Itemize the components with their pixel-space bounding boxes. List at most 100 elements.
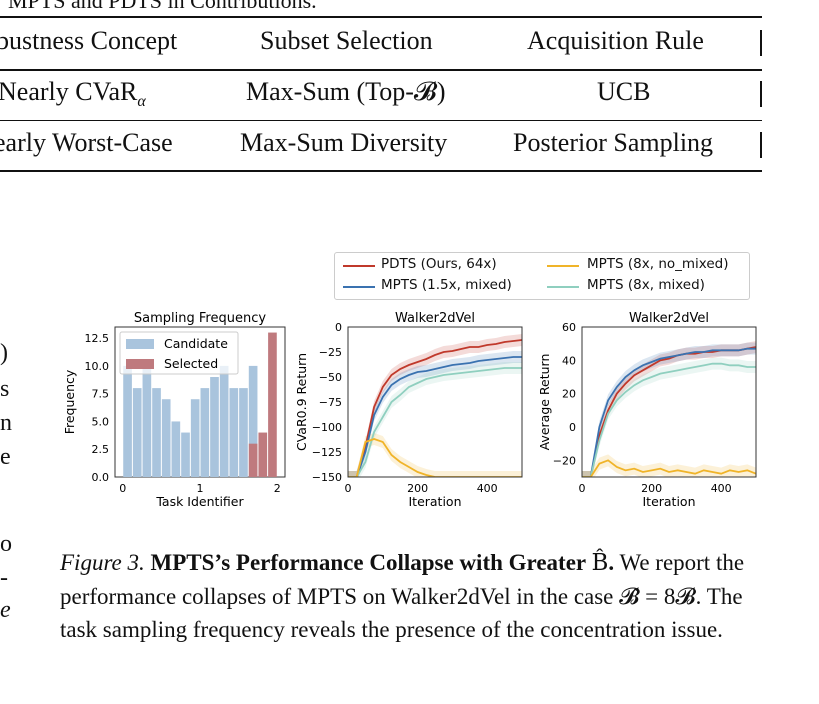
y-axis-label: Frequency xyxy=(62,369,77,434)
left-char: o xyxy=(0,531,12,557)
left-char: - xyxy=(0,565,8,591)
x-axis-label: Iteration xyxy=(408,494,461,509)
x-axis-label: Task Identifier xyxy=(155,494,244,509)
left-char: e xyxy=(0,444,11,470)
selected-bar xyxy=(248,443,258,477)
legend-candidate: Candidate xyxy=(164,336,228,351)
legend-swatch-candidate xyxy=(126,339,154,349)
legend-label: PDTS (Ours, 64x) xyxy=(381,256,497,272)
x-tick-label: 400 xyxy=(711,482,732,495)
series-band xyxy=(348,334,522,477)
figure-caption-body: We report the performance collapses of M… xyxy=(60,550,745,642)
table-row-rule xyxy=(0,120,762,121)
x-tick-label: 2 xyxy=(274,482,281,495)
cvar-return-chart: Walker2dVel 0 −25 −50 −75 −100 −125 −150 0 200 4… xyxy=(294,311,523,509)
y-tick-label: 5.0 xyxy=(92,415,110,428)
table-cell: Nearly CVaRα xyxy=(0,77,146,111)
series-line xyxy=(348,356,522,477)
x-tick-label: 400 xyxy=(477,482,498,495)
x-tick-label: 200 xyxy=(407,482,428,495)
candidate-bar xyxy=(152,388,161,477)
selected-bar xyxy=(258,432,268,477)
series-band xyxy=(348,351,522,477)
series-line xyxy=(348,339,522,477)
figure-charts: Sampling Frequency 0.02.55.07.510.012.5 … xyxy=(62,311,757,509)
series-band xyxy=(348,362,522,477)
y-tick-label: 20 xyxy=(562,388,576,401)
y-tick-label: −150 xyxy=(312,471,342,484)
left-char: ) xyxy=(0,340,8,366)
legend-selected: Selected xyxy=(164,356,218,371)
x-tick-label: 0 xyxy=(119,482,126,495)
candidate-bar xyxy=(132,388,142,477)
table-caption: MPTS and PDTS in Contributions. xyxy=(8,0,317,13)
candidate-bar xyxy=(239,388,248,477)
chart-title: Walker2dVel xyxy=(395,311,475,326)
candidate-bar xyxy=(181,432,190,477)
table-header-acquisition: Acquisition Rule xyxy=(527,26,704,55)
y-tick-label: −50 xyxy=(319,371,342,384)
candidate-bar xyxy=(123,365,132,477)
table-col-rule xyxy=(760,132,762,158)
candidate-bar xyxy=(200,388,210,477)
series-line xyxy=(582,362,756,477)
candidate-bar xyxy=(229,388,239,477)
legend-swatch xyxy=(547,265,579,267)
candidate-bar xyxy=(219,365,229,477)
plot-frame xyxy=(581,326,757,478)
candidate-bar xyxy=(248,365,258,477)
series-line xyxy=(582,347,756,477)
figure-label: Figure 3. xyxy=(60,550,145,575)
table-cell: Posterior Sampling xyxy=(513,128,714,157)
x-axis-label: Iteration xyxy=(642,494,695,509)
table-header-concept: bustness Concept xyxy=(0,26,178,55)
table-col-rule xyxy=(760,81,762,107)
series-line xyxy=(348,438,522,477)
legend-swatch xyxy=(343,265,375,267)
x-tick-label: 0 xyxy=(579,482,586,495)
x-tick-label: 0 xyxy=(345,482,352,495)
plot-frame xyxy=(114,326,286,478)
x-tick-label: 1 xyxy=(197,482,204,495)
y-axis-label: CVaR0.9 Return xyxy=(294,353,309,451)
y-tick-label: −25 xyxy=(319,346,342,359)
x-tick-label: 200 xyxy=(641,482,662,495)
table-cell: Max-Sum Diversity xyxy=(240,128,448,157)
candidate-bar xyxy=(190,399,200,477)
legend-swatch xyxy=(343,286,375,288)
y-tick-label: 0 xyxy=(569,421,576,434)
series-band xyxy=(582,341,756,477)
left-char: e xyxy=(0,597,11,623)
y-tick-label: 10.0 xyxy=(85,360,110,373)
y-axis-label: Average Return xyxy=(537,354,552,451)
left-char: s xyxy=(0,376,10,402)
legend-swatch-selected xyxy=(126,359,154,369)
table-cell: early Worst-Case xyxy=(0,128,173,157)
y-tick-label: −100 xyxy=(312,421,342,434)
y-tick-label: 7.5 xyxy=(92,388,110,401)
legend-label: MPTS (8x, mixed) xyxy=(587,277,705,293)
series-band xyxy=(582,454,756,477)
figure-caption-title: MPTS’s Performance Collapse with Greater… xyxy=(150,550,615,576)
left-char: n xyxy=(0,410,12,436)
series-line xyxy=(582,459,756,477)
series-band xyxy=(348,433,522,477)
legend-label: MPTS (1.5x, mixed) xyxy=(381,277,512,293)
table-cell: UCB xyxy=(597,77,651,106)
y-tick-label: −20 xyxy=(553,454,576,467)
y-tick-label: 2.5 xyxy=(92,443,110,456)
y-tick-label: 60 xyxy=(562,321,576,334)
plot-frame xyxy=(347,326,523,478)
y-tick-label: 40 xyxy=(562,354,576,367)
candidate-bar xyxy=(210,377,219,477)
legend-label: MPTS (8x, no_mixed) xyxy=(587,256,729,272)
table-col-rule xyxy=(760,30,762,56)
table-bottom-rule xyxy=(0,170,762,172)
table-mid-rule xyxy=(0,69,762,71)
candidate-bar xyxy=(171,421,181,477)
y-tick-label: −75 xyxy=(319,396,342,409)
series-line xyxy=(348,367,522,477)
series-band xyxy=(582,357,756,477)
sampling-frequency-chart: Sampling Frequency 0.02.55.07.510.012.5 … xyxy=(62,311,286,509)
